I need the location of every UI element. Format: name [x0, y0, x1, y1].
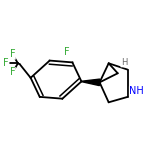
Text: F: F [10, 49, 15, 59]
Polygon shape [81, 79, 100, 86]
Text: NH: NH [129, 86, 144, 96]
Text: H: H [121, 58, 127, 67]
Text: F: F [64, 47, 70, 57]
Text: F: F [10, 67, 15, 77]
Text: F: F [3, 58, 9, 68]
